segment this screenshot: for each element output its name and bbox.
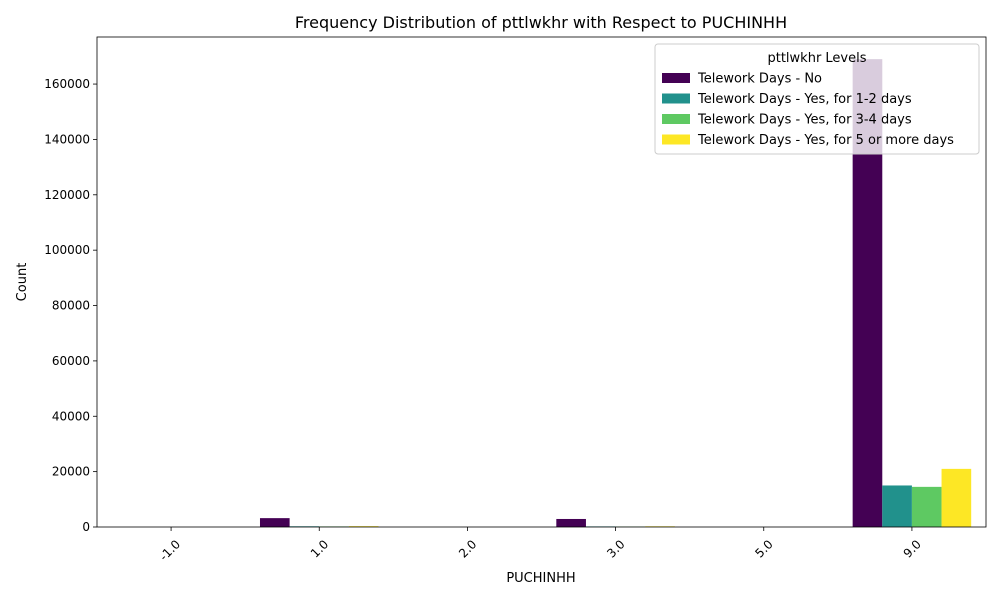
y-axis: 0 20000 40000 60000 80000 100000 120000 140000 1… [44, 77, 97, 534]
bar-1.0-series-0 [259, 518, 290, 527]
bar-9.0-series-1 [882, 485, 912, 527]
legend-entry-label: Telework Days - Yes, for 5 or more days [697, 133, 954, 148]
x-tick-label: -1.0 [157, 537, 183, 563]
legend-entry-label: Telework Days - Yes, for 3-4 days [697, 113, 912, 128]
y-tick-label: 140000 [44, 132, 90, 146]
chart-title: Frequency Distribution of pttlwkhr with … [295, 13, 787, 32]
bar-9.0-series-3 [941, 468, 972, 527]
y-tick-label: 80000 [52, 299, 90, 313]
plot-frame [96, 36, 987, 528]
legend-swatch [662, 73, 690, 83]
legend-swatch [662, 134, 690, 145]
y-axis-label: Count [15, 263, 30, 302]
x-tick-label: 9.0 [901, 537, 924, 560]
legend-swatch [662, 93, 690, 104]
legend-entry-label: Telework Days - Yes, for 1-2 days [697, 92, 912, 107]
x-tick-label: 2.0 [456, 537, 479, 560]
x-axis-label: PUCHINHH [506, 571, 575, 586]
x-tick-label: 3.0 [604, 537, 627, 560]
legend-swatch [662, 114, 690, 124]
legend-box [654, 43, 980, 155]
bar-3.0-series-0 [556, 518, 586, 527]
y-tick-label: 0 [82, 520, 90, 534]
y-tick-label: 40000 [52, 409, 90, 423]
y-tick-label: 60000 [52, 354, 90, 368]
y-tick-label: 20000 [52, 465, 90, 479]
x-tick-label: 5.0 [752, 537, 775, 560]
y-tick-label: 100000 [44, 243, 90, 257]
bar-1.0-series-3 [348, 526, 379, 527]
y-tick-label: 120000 [44, 188, 90, 202]
x-tick-label: 1.0 [308, 537, 331, 560]
legend: pttlwkhr Levels Telework Days - No Telewor… [654, 43, 980, 155]
y-tick-label: 160000 [44, 77, 90, 91]
legend-entry-label: Telework Days - No [697, 72, 822, 87]
x-axis: -1.0 1.0 2.0 3.0 5.0 9.0 [157, 527, 924, 564]
legend-title: pttlwkhr Levels [767, 51, 866, 66]
bar-9.0-series-2 [911, 486, 942, 527]
